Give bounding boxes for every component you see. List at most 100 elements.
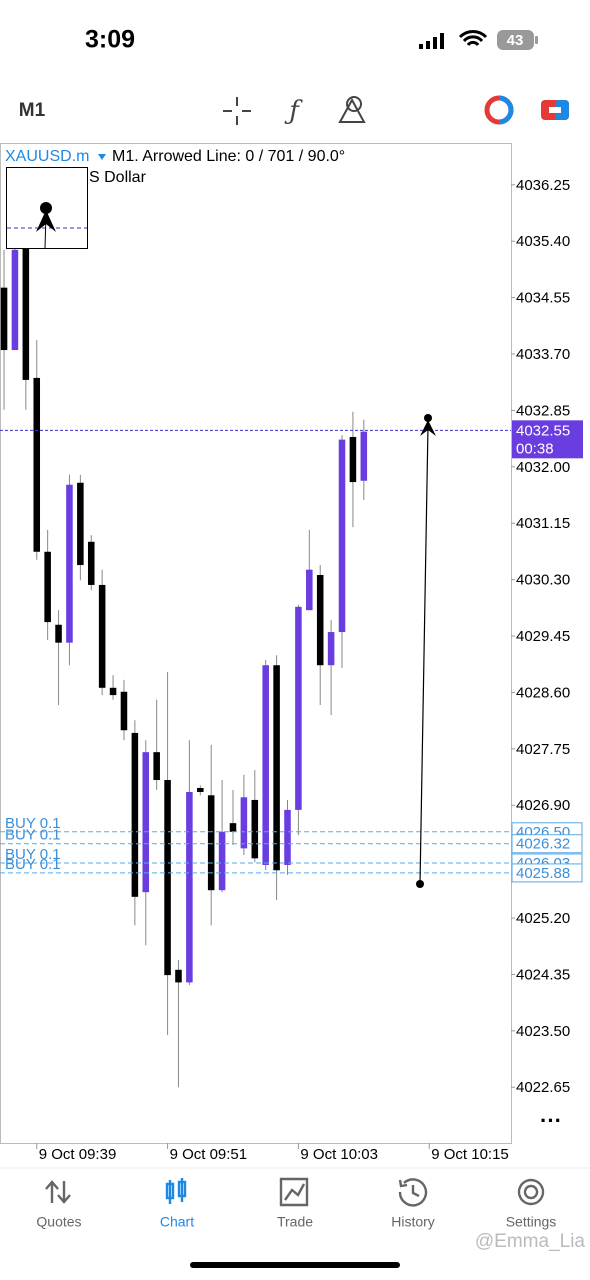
- candle-body: [251, 799, 259, 859]
- y-tick-label: 4032.00: [516, 459, 570, 476]
- candle-body: [218, 831, 226, 891]
- tab-icon[interactable]: [45, 1180, 71, 1204]
- y-tick-label: 4024.35: [516, 966, 570, 983]
- candle-body: [164, 780, 171, 976]
- timeframe-button[interactable]: M1: [19, 100, 46, 121]
- x-tick-label: 9 Oct 09:39: [39, 1146, 117, 1163]
- last-price-label: 4032.55: [516, 422, 570, 439]
- y-tick-label: 4035.40: [516, 233, 570, 250]
- candle-body: [295, 606, 302, 810]
- x-tick-label: 9 Oct 09:51: [170, 1146, 248, 1163]
- order-label[interactable]: BUY 0.1: [5, 856, 61, 873]
- x-tick-label: 9 Oct 10:15: [431, 1146, 509, 1163]
- tab-label[interactable]: History: [391, 1214, 435, 1230]
- order-price-box: [511, 863, 583, 883]
- chart-frame: [0, 143, 512, 1144]
- candle-body: [11, 249, 19, 351]
- candle-body: [44, 551, 51, 623]
- last-price-box: [512, 420, 583, 459]
- tab-bar: Quotes Chart Trade History Settings: [36, 1177, 557, 1230]
- magnifier-preview: [6, 167, 88, 249]
- candle-body: [66, 484, 73, 643]
- watermark: @Emma_Lia: [475, 1231, 586, 1252]
- candle-body: [153, 752, 160, 781]
- y-tick-label: 4026.90: [516, 797, 570, 814]
- y-tick-label: 4027.75: [516, 741, 570, 758]
- candle-body: [262, 665, 269, 865]
- candle-body: [142, 752, 150, 893]
- y-tick-label: 4034.55: [516, 290, 570, 307]
- candle-body: [0, 287, 8, 351]
- tab-label[interactable]: Quotes: [36, 1214, 81, 1230]
- tab-label[interactable]: Trade: [277, 1214, 313, 1230]
- candle-body: [197, 787, 204, 792]
- battery-icon: [497, 30, 534, 50]
- candle-body: [98, 584, 106, 688]
- candle-body: [273, 665, 280, 871]
- clock: 3:09: [85, 26, 135, 54]
- order-label[interactable]: BUY 0.1: [5, 815, 61, 832]
- arrowed-line[interactable]: [416, 414, 436, 888]
- candle-body: [131, 732, 139, 897]
- order-price-label: 4026.32: [516, 836, 570, 853]
- y-tick-label: 4028.60: [516, 684, 570, 701]
- indicators-button[interactable]: ƒ: [284, 96, 303, 126]
- objects-button[interactable]: [338, 96, 366, 123]
- more-button[interactable]: ···: [540, 1108, 562, 1133]
- chart-info: M1. Arrowed Line: 0 / 701 / 90.0°: [112, 148, 345, 165]
- candle-body: [306, 569, 313, 611]
- candle-body: [284, 809, 291, 865]
- candle-body: [55, 624, 62, 643]
- crosshair-button[interactable]: [223, 97, 251, 125]
- candle-body: [240, 797, 248, 849]
- x-tick-label: 9 Oct 10:03: [300, 1146, 378, 1163]
- trade-button[interactable]: [541, 100, 569, 120]
- y-tick-label: 4031.15: [516, 515, 570, 532]
- y-tick-label: 4022.65: [516, 1079, 570, 1096]
- signal-icon: [419, 33, 444, 49]
- y-tick-label: 4032.85: [516, 402, 570, 419]
- candle-body: [77, 482, 84, 566]
- candle-body: [109, 687, 117, 696]
- tab-icon[interactable]: [165, 1178, 187, 1204]
- order-price-box: [511, 834, 583, 854]
- symbol-dropdown[interactable]: [98, 154, 106, 160]
- order-label[interactable]: BUY 0.1: [5, 846, 61, 863]
- candle-body: [338, 439, 346, 633]
- candle-body: [120, 691, 128, 731]
- candle-body: [22, 244, 30, 380]
- account-button[interactable]: [484, 95, 514, 125]
- battery-level: 43: [507, 32, 524, 49]
- tab-label[interactable]: Settings: [506, 1214, 557, 1230]
- tab-icon[interactable]: [398, 1178, 428, 1207]
- y-tick-label: 4030.30: [516, 572, 570, 589]
- candle-body: [186, 791, 193, 983]
- y-tick-label: 4023.50: [516, 1023, 570, 1040]
- y-tick-label: 4033.70: [516, 346, 570, 363]
- y-tick-label: 4025.20: [516, 910, 570, 927]
- tab-icon[interactable]: [517, 1178, 545, 1206]
- candle-body: [327, 632, 335, 666]
- candle-body: [229, 823, 237, 832]
- wifi-icon: [458, 30, 488, 47]
- home-indicator: [190, 1262, 400, 1268]
- currency-name: S Dollar: [89, 169, 147, 186]
- y-tick-label: 4036.25: [516, 177, 570, 194]
- candle-body: [316, 574, 324, 666]
- order-price-label: 4025.88: [516, 865, 570, 882]
- tab-icon[interactable]: [279, 1177, 309, 1207]
- candle-body: [33, 377, 41, 552]
- candle-body: [349, 436, 357, 483]
- battery-tip: [535, 36, 538, 44]
- y-tick-label: 4029.45: [516, 628, 570, 645]
- tab-label[interactable]: Chart: [160, 1214, 194, 1230]
- order-label[interactable]: BUY 0.1: [5, 827, 61, 844]
- candle-body: [175, 969, 182, 983]
- candle-body: [207, 795, 215, 891]
- candle-body: [360, 431, 368, 481]
- symbol-name[interactable]: XAUUSD.m: [5, 148, 89, 165]
- candle-body: [87, 541, 95, 585]
